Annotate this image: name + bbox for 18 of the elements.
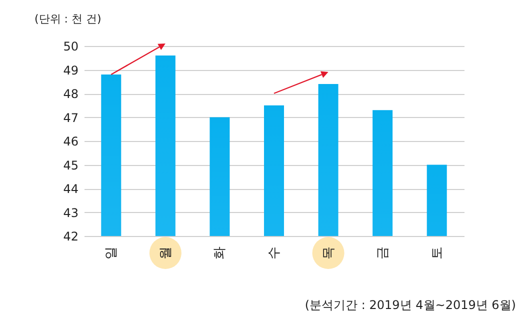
x-tick-label: 월 <box>157 246 172 260</box>
text: (분석기간 : 2019년 4월~2019년 6월) <box>304 297 516 314</box>
y-axis-title: (단위 : 천 건) <box>34 12 102 26</box>
x-tick-label: 일 <box>103 246 118 260</box>
x-tick-label: 금 <box>374 246 390 260</box>
x-tick-label: 수 <box>266 246 281 260</box>
y-tick-label: 50 <box>63 40 78 54</box>
y-tick-label: 45 <box>63 158 78 172</box>
y-tick-label: 49 <box>63 63 78 78</box>
x-tick-label: 화 <box>212 246 227 260</box>
y-tick-label: 47 <box>63 110 78 125</box>
y-tick-label: 44 <box>63 182 78 196</box>
y-tick-label: 42 <box>63 230 78 244</box>
y-tick-label: 48 <box>63 87 78 101</box>
y-tick-label: 46 <box>63 134 78 148</box>
x-tick-label: 토 <box>428 246 444 260</box>
x-tick-label: 목 <box>320 246 336 260</box>
y-tick-label: 43 <box>63 206 78 220</box>
